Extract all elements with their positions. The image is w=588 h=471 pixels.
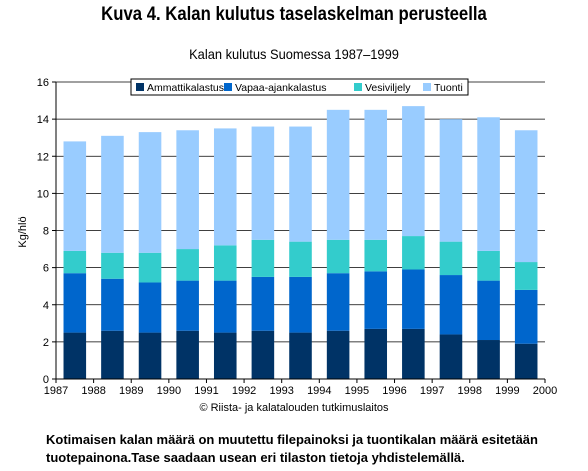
bar-segment-vesiviljely-1997 (439, 241, 463, 276)
bar-segment-vesiviljely-1993 (289, 241, 312, 277)
bar-segment-vapaa-ajankalastus-1988 (101, 278, 124, 331)
bar-segment-tuonti-1996 (402, 106, 425, 237)
bar-segment-vesiviljely-1996 (402, 236, 425, 270)
legend-label: Vesiviljely (365, 82, 411, 94)
bar-segment-ammattikalastus-1999 (514, 343, 538, 379)
legend-swatch (354, 83, 362, 91)
legend-swatch (136, 83, 144, 91)
bar-segment-tuonti-1987 (63, 141, 87, 251)
bar-segment-vesiviljely-1992 (251, 239, 275, 277)
legend-swatch (423, 83, 431, 91)
bar-segment-vesiviljely-1999 (514, 262, 538, 290)
chart-title: Kalan kulutus Suomessa 1987–1999 (189, 46, 399, 62)
bar-segment-vesiviljely-1988 (101, 252, 124, 279)
x-tick-label: 1992 (232, 385, 256, 397)
x-tick-label: 1988 (81, 385, 105, 397)
bar-segment-vapaa-ajankalastus-1995 (364, 271, 388, 329)
bar-segment-vapaa-ajankalastus-1987 (63, 273, 87, 333)
bar-segment-vapaa-ajankalastus-1991 (213, 280, 237, 333)
source-credit: © Riista- ja kalatalouden tutkimuslaitos (199, 402, 389, 414)
bar-segment-tuonti-1994 (326, 109, 350, 240)
y-tick-label: 6 (43, 263, 49, 275)
bar-segment-ammattikalastus-1990 (176, 330, 199, 379)
x-tick-labels: 1987 1988 1989 1990 1991 1992 1993 1994 1995 1996… (44, 379, 557, 397)
x-tick-label: 2000 (533, 385, 557, 397)
y-tick-label: 14 (37, 114, 49, 126)
bar-segment-ammattikalastus-1995 (364, 328, 388, 379)
bar-segment-ammattikalastus-1987 (63, 332, 87, 379)
bar-segment-ammattikalastus-1997 (439, 334, 463, 379)
bar-segment-vapaa-ajankalastus-1990 (176, 280, 199, 331)
legend-label: Tuonti (434, 82, 463, 94)
bar-segment-ammattikalastus-1992 (251, 330, 275, 379)
bar-segment-vapaa-ajankalastus-1998 (477, 280, 500, 341)
x-tick-label: 1994 (307, 385, 331, 397)
figure-heading: Kuva 4. Kalan kulutus taselaskelman peru… (101, 4, 487, 25)
bar-segment-vapaa-ajankalastus-1997 (439, 275, 463, 335)
footnote-line-2: tuotepainona.Tase saadaan usean eri tila… (46, 450, 465, 465)
bar-segment-tuonti-1999 (514, 130, 538, 263)
bar-segment-vapaa-ajankalastus-1996 (402, 269, 425, 329)
legend-label: Ammattikalastus (147, 82, 224, 94)
bar-segment-vesiviljely-1990 (176, 249, 199, 281)
bar-segment-vesiviljely-1994 (326, 239, 350, 274)
bar-segment-vesiviljely-1987 (63, 250, 87, 274)
bar-segment-tuonti-1998 (477, 117, 500, 251)
x-tick-label: 1991 (194, 385, 218, 397)
bar-segment-vapaa-ajankalastus-1993 (289, 276, 312, 333)
legend: Ammattikalastus Vapaa-ajankalastus Vesivil… (130, 78, 469, 96)
bar-segment-vapaa-ajankalastus-1989 (138, 282, 162, 333)
bar-segment-tuonti-1997 (439, 119, 463, 242)
bar-segment-tuonti-1988 (101, 135, 124, 253)
bar-segment-ammattikalastus-1994 (326, 330, 350, 379)
bar-segment-vesiviljely-1991 (213, 245, 237, 281)
bar-segment-vesiviljely-1995 (364, 239, 388, 272)
bar-segment-vapaa-ajankalastus-1999 (514, 289, 538, 344)
y-tick-label: 12 (37, 151, 49, 163)
x-tick-label: 1989 (119, 385, 143, 397)
y-tick-label: 2 (43, 337, 49, 349)
bar-segment-tuonti-1991 (213, 128, 237, 246)
x-tick-label: 1987 (44, 385, 68, 397)
bar-segment-ammattikalastus-1998 (477, 340, 500, 379)
bar-segment-vapaa-ajankalastus-1992 (251, 276, 275, 331)
bar-segment-ammattikalastus-1996 (402, 328, 425, 379)
footnote-line-1: Kotimaisen kalan määrä on muutettu filep… (46, 432, 538, 447)
x-tick-label: 1995 (345, 385, 369, 397)
bar-segment-ammattikalastus-1991 (213, 332, 237, 379)
bar-segment-ammattikalastus-1989 (138, 332, 162, 379)
x-tick-label: 1997 (420, 385, 444, 397)
bar-segment-tuonti-1989 (138, 132, 162, 253)
y-tick-label: 16 (37, 77, 49, 89)
bar-segment-vesiviljely-1998 (477, 250, 500, 281)
x-tick-label: 1990 (157, 385, 181, 397)
y-tick-labels: 0 2 4 6 8 10 12 14 16 (37, 77, 56, 386)
x-tick-label: 1993 (269, 385, 293, 397)
bars (63, 106, 538, 379)
legend-swatch (224, 83, 232, 91)
y-axis-label: Kg/hlö (17, 216, 29, 247)
bar-segment-tuonti-1990 (176, 130, 199, 250)
bar-segment-tuonti-1993 (289, 126, 312, 242)
y-tick-label: 4 (43, 300, 49, 312)
y-tick-label: 10 (37, 188, 49, 200)
bar-segment-tuonti-1995 (364, 109, 388, 240)
bar-segment-vapaa-ajankalastus-1994 (326, 273, 350, 331)
y-tick-label: 0 (43, 374, 49, 386)
bar-segment-ammattikalastus-1988 (101, 330, 124, 379)
bar-segment-ammattikalastus-1993 (289, 332, 312, 379)
x-tick-label: 1999 (495, 385, 519, 397)
x-tick-label: 1998 (458, 385, 482, 397)
y-tick-label: 8 (43, 226, 49, 238)
bar-segment-tuonti-1992 (251, 126, 275, 240)
x-tick-label: 1996 (382, 385, 406, 397)
legend-box (130, 78, 469, 96)
footnote: Kotimaisen kalan määrä on muutettu filep… (46, 431, 586, 467)
bar-segment-vesiviljely-1989 (138, 252, 162, 283)
legend-label: Vapaa-ajankalastus (235, 82, 326, 94)
